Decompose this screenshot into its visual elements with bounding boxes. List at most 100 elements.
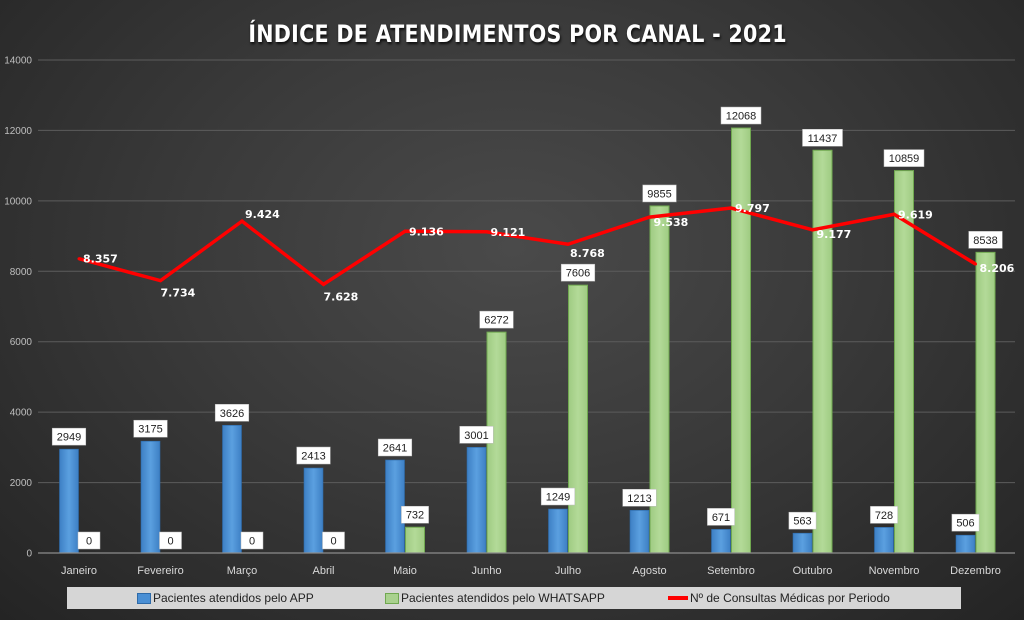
line-point — [566, 242, 570, 246]
data-label-whatsapp-box — [720, 106, 762, 125]
data-label-consultas: 7.734 — [161, 287, 196, 300]
data-label-whatsapp: 0 — [249, 536, 255, 548]
x-tick-label: Maio — [393, 565, 417, 577]
data-label-whatsapp-box — [159, 531, 182, 550]
data-label-app-box — [377, 438, 413, 457]
data-label-whatsapp-box — [401, 505, 429, 524]
data-label-consultas: 9.619 — [898, 208, 933, 221]
bar-whatsapp — [568, 284, 588, 554]
data-label-whatsapp-box — [77, 531, 101, 550]
bar-whatsapp — [894, 170, 914, 554]
legend-line-consultas — [668, 596, 688, 600]
bar-app — [222, 425, 242, 554]
data-label-whatsapp-box — [560, 263, 596, 282]
data-label-app-box — [788, 511, 817, 530]
x-tick-label: Junho — [472, 565, 502, 577]
gridlines — [38, 59, 1015, 484]
bar-app — [792, 532, 813, 554]
data-label-app: 1249 — [546, 492, 570, 504]
x-tick-label: Setembro — [707, 565, 755, 577]
data-label-whatsapp-box — [968, 231, 1003, 249]
legend-item-app: Pacientes atendidos pelo APP — [137, 591, 314, 605]
chart-title: ÍNDICE DE ATENDIMENTOS POR CANAL - 2021 — [248, 20, 787, 48]
bar-whatsapp — [731, 127, 751, 554]
data-label-app-box — [296, 446, 331, 465]
line-point — [485, 230, 488, 234]
legend-item-consultas: Nº de Consultas Médicas por Periodo — [668, 591, 890, 605]
bar-app — [548, 508, 568, 554]
data-label-consultas: 9.424 — [245, 208, 280, 221]
data-label-app: 2641 — [383, 442, 407, 454]
line-point — [159, 279, 162, 283]
line-point — [729, 206, 733, 210]
data-label-consultas: 8.768 — [570, 247, 605, 260]
x-tick-label: Julho — [555, 565, 581, 577]
y-axis-ticks: 0 2000 4000 6000 8000 10000 12000 14000 — [4, 56, 32, 560]
line-point — [322, 282, 325, 286]
bar-app — [140, 440, 161, 554]
bar-whatsapp — [405, 526, 425, 554]
line-consultas — [78, 206, 977, 287]
data-label-app-box — [51, 427, 87, 446]
x-axis-ticks: Janeiro Fevereiro Março Abril Maio Junho Julho… — [61, 565, 1001, 577]
data-label-app-box — [951, 513, 980, 532]
y-tick-label: 8000 — [10, 267, 33, 278]
data-label-consultas: 9.177 — [817, 228, 852, 241]
legend-swatch-whatsapp — [385, 592, 399, 604]
data-label-whatsapp-box — [479, 310, 514, 329]
data-label-whatsapp-box — [642, 184, 677, 203]
data-label-whatsapp: 6272 — [484, 315, 508, 327]
bar-whatsapp — [812, 149, 833, 554]
legend-swatch-app — [137, 592, 151, 604]
x-tick-label: Janeiro — [61, 565, 97, 577]
x-tick-label: Outubro — [793, 565, 833, 577]
line-point — [811, 228, 814, 232]
data-label-app: 563 — [793, 516, 811, 528]
legend: Pacientes atendidos pelo APP Pacientes a… — [67, 587, 961, 609]
x-tick-label: Agosto — [632, 565, 666, 577]
data-label-app-box — [214, 404, 250, 422]
data-label-whatsapp: 0 — [86, 536, 92, 548]
y-tick-label: 0 — [26, 549, 32, 560]
data-label-app-box — [133, 419, 168, 438]
data-label-whatsapp: 10859 — [889, 153, 920, 165]
bar-app — [711, 529, 731, 554]
data-label-app: 506 — [956, 518, 974, 530]
data-label-consultas: 9.136 — [409, 225, 444, 238]
data-label-app-box — [540, 487, 576, 506]
data-label-whatsapp: 11437 — [808, 133, 838, 145]
x-tick-label: Março — [227, 565, 258, 577]
data-label-app: 3001 — [464, 430, 488, 442]
data-label-app-box — [870, 506, 898, 524]
data-label-app-box — [707, 508, 735, 526]
line-point — [77, 257, 81, 261]
data-label-whatsapp: 0 — [167, 536, 173, 548]
data-label-app: 2413 — [301, 451, 325, 463]
data-label-whatsapp: 7606 — [566, 268, 590, 280]
data-label-app: 3626 — [220, 408, 244, 420]
bar-app — [629, 509, 650, 554]
y-tick-label: 6000 — [10, 337, 33, 348]
data-label-whatsapp-box — [802, 129, 843, 147]
data-label-whatsapp: 732 — [406, 510, 424, 522]
y-tick-label: 10000 — [4, 196, 32, 207]
data-label-whatsapp: 12068 — [726, 111, 757, 123]
data-label-consultas: 9.121 — [491, 226, 526, 239]
legend-label-app: Pacientes atendidos pelo APP — [153, 591, 314, 605]
data-label-app: 1213 — [627, 493, 651, 505]
line-point — [240, 219, 244, 223]
data-label-app: 3175 — [138, 424, 162, 436]
legend-label-whatsapp: Pacientes atendidos pelo WHATSAPP — [401, 591, 605, 605]
y-tick-label: 2000 — [10, 478, 33, 489]
data-label-app-box — [622, 489, 657, 507]
line-point — [974, 262, 977, 266]
line-point — [648, 215, 651, 219]
bar-whatsapp — [975, 251, 996, 554]
data-label-consultas: 9.538 — [654, 216, 689, 229]
data-labels: 2949 0 3175 0 3626 0 2413 0 2641 732 3001 6272 1249 7… — [51, 106, 1015, 550]
y-tick-label: 12000 — [4, 126, 32, 137]
data-label-consultas: 8.206 — [980, 262, 1015, 275]
bars — [59, 127, 996, 554]
bar-app — [303, 467, 324, 554]
